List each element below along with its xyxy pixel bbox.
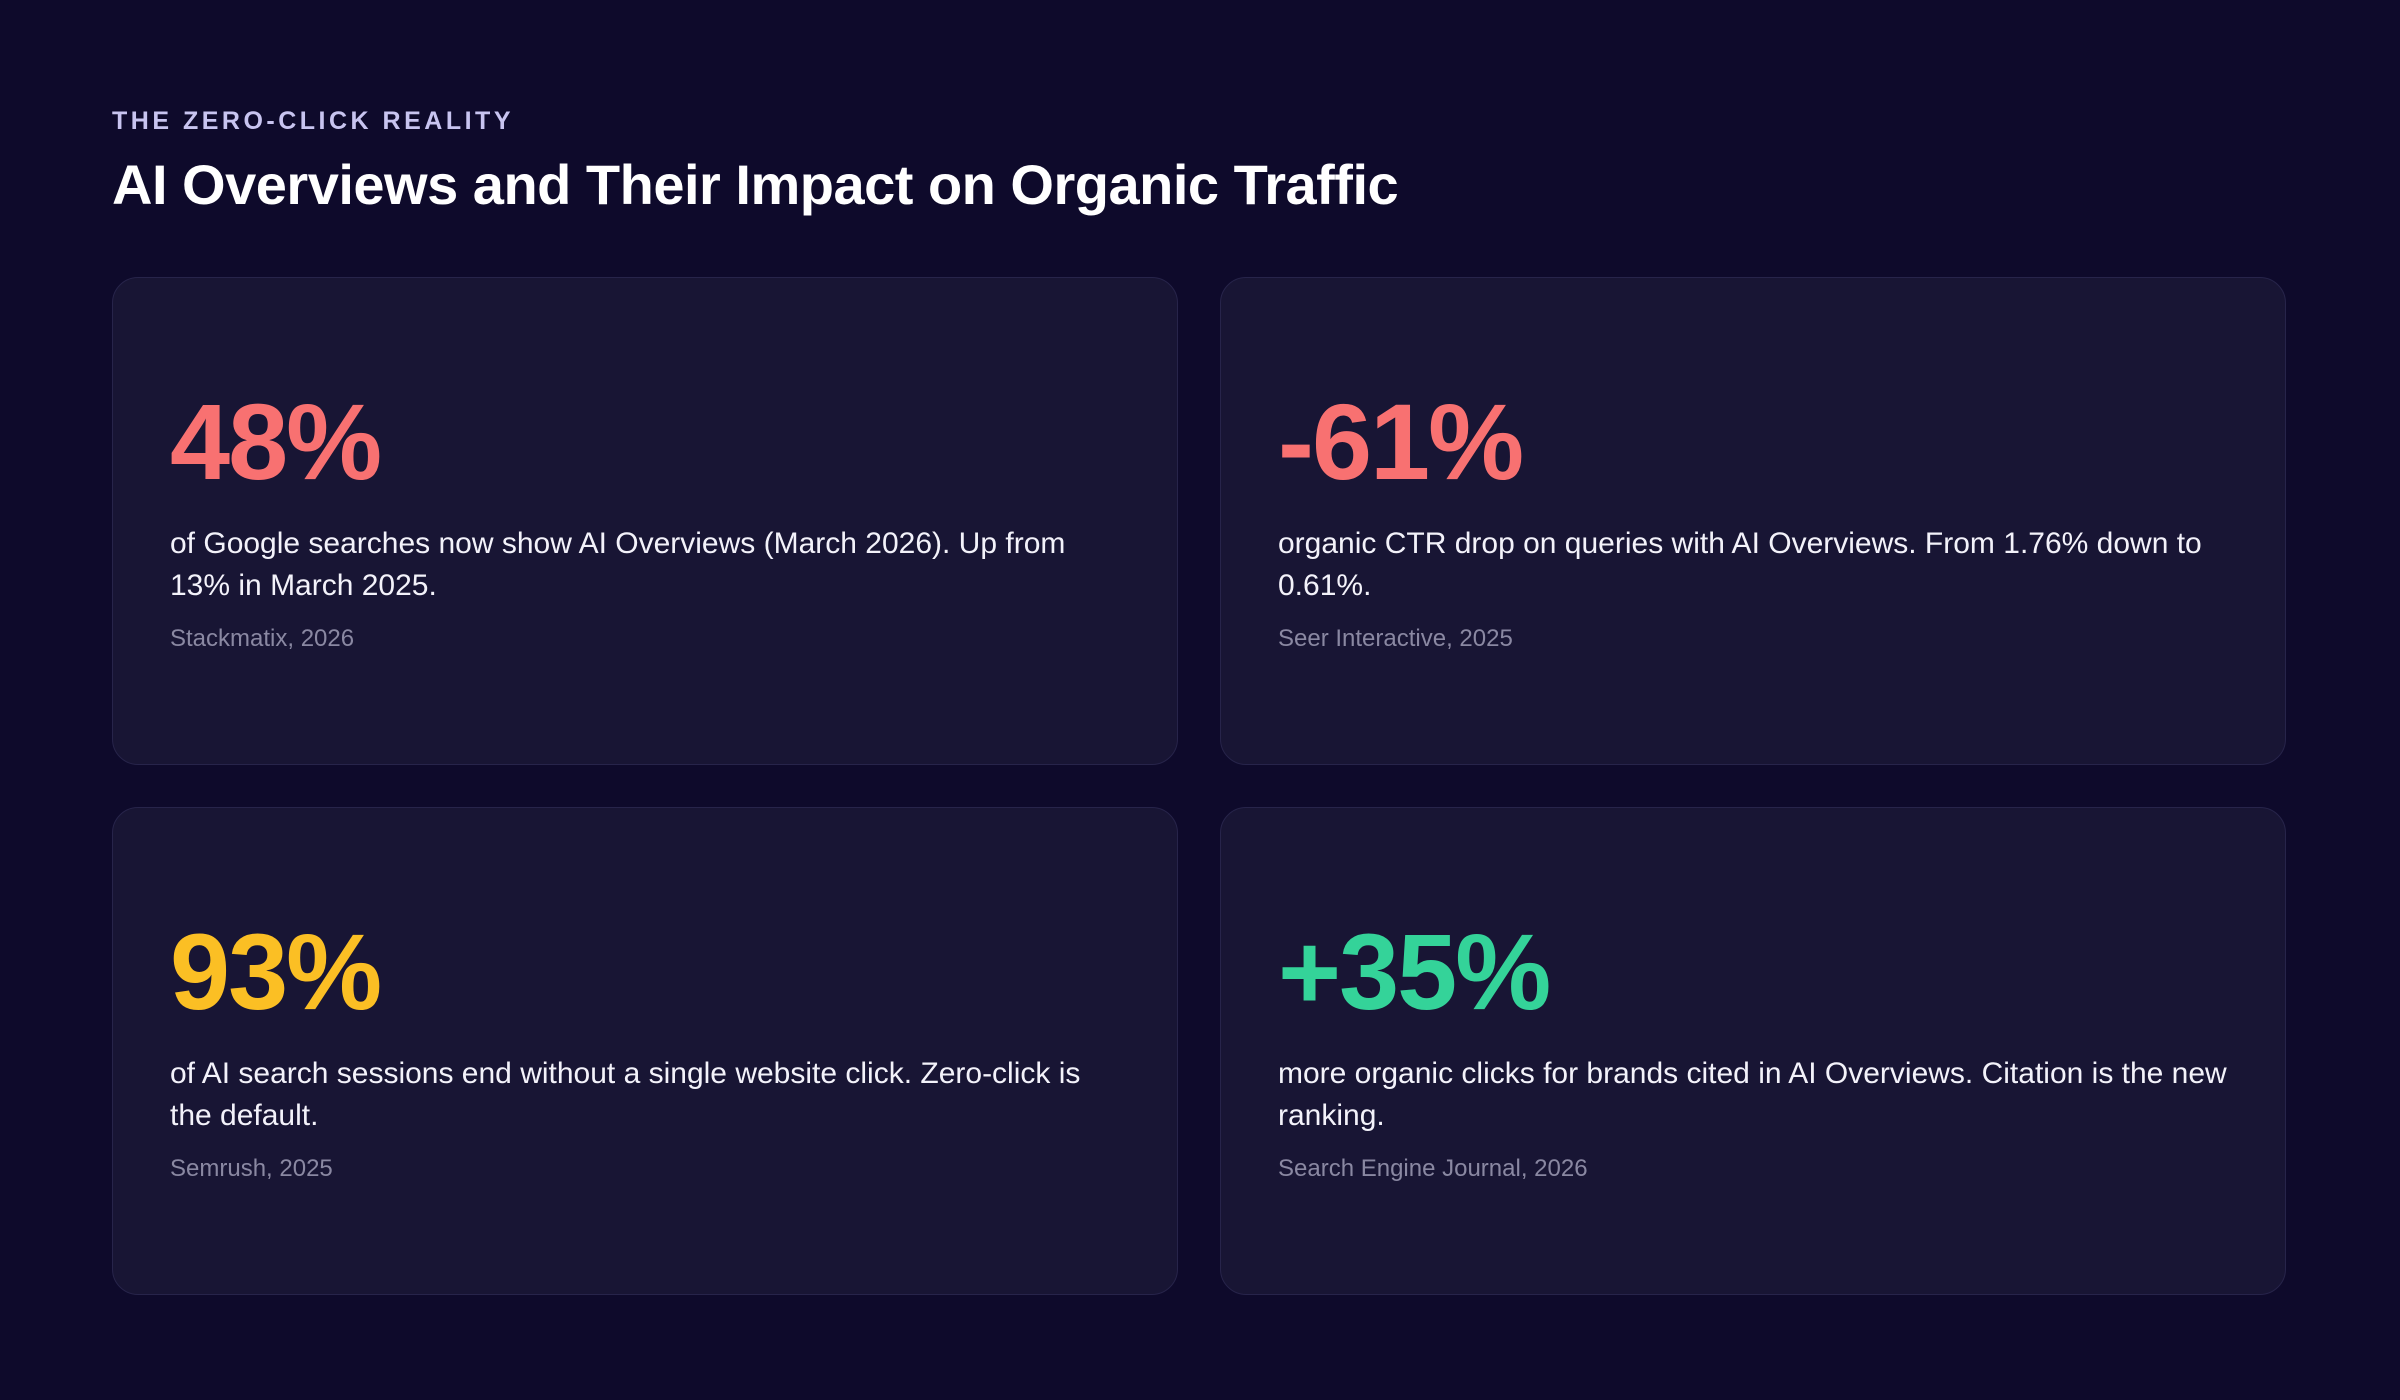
stat-card-ctr-drop: -61% organic CTR drop on queries with AI…: [1220, 277, 2286, 765]
stat-value: 93%: [170, 911, 382, 1032]
stat-source: Search Engine Journal, 2026: [1278, 1155, 1588, 1182]
stat-description: more organic clicks for brands cited in …: [1278, 1057, 2227, 1132]
stat-description: of AI search sessions end without a sing…: [170, 1057, 1081, 1132]
eyebrow-label: THE ZERO-CLICK REALITY: [112, 107, 514, 135]
stat-value: +35%: [1278, 911, 1551, 1032]
stat-description: organic CTR drop on queries with AI Over…: [1278, 527, 2202, 602]
stat-source: Semrush, 2025: [170, 1155, 333, 1182]
stat-card-ai-overviews-share: 48% of Google searches now show AI Overv…: [112, 277, 1178, 765]
stats-grid: 48% of Google searches now show AI Overv…: [112, 277, 2288, 1295]
page-title: AI Overviews and Their Impact on Organic…: [112, 153, 1399, 216]
stat-description: of Google searches now show AI Overviews…: [170, 527, 1066, 602]
stat-source: Seer Interactive, 2025: [1278, 625, 1513, 652]
stat-value: -61%: [1278, 381, 1524, 502]
page: THE ZERO-CLICK REALITY AI Overviews and …: [112, 104, 2288, 1295]
stat-source: Stackmatix, 2026: [170, 625, 355, 652]
stat-value: 48%: [170, 381, 382, 502]
stat-card-cited-brand-clicks: +35% more organic clicks for brands cite…: [1220, 807, 2286, 1295]
stat-card-zero-click-sessions: 93% of AI search sessions end without a …: [112, 807, 1178, 1295]
